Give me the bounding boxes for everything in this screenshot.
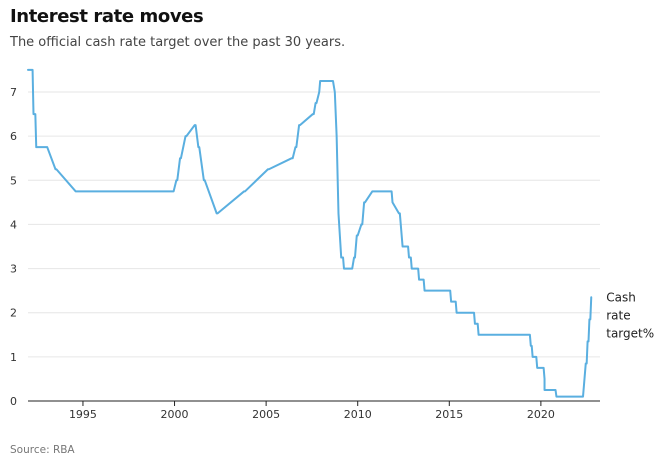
- y-tick-label: 5: [10, 174, 17, 187]
- x-tick-label: 2000: [161, 408, 189, 421]
- series-label: rate: [606, 308, 630, 322]
- x-tick-label: 2015: [435, 408, 463, 421]
- x-axis: 1995 2000 2005 2010 2015 2020: [69, 401, 555, 421]
- y-tick-label: 7: [10, 86, 17, 99]
- x-tick-label: 2010: [344, 408, 372, 421]
- grid-layer: [28, 91, 600, 358]
- series-layer: [27, 68, 593, 398]
- series-line-cash-rate: [27, 68, 593, 398]
- chart-subtitle: The official cash rate target over the p…: [10, 35, 346, 50]
- chart-title: Interest rate moves: [10, 6, 204, 27]
- y-tick-label: 0: [10, 395, 17, 408]
- series-label-layer: Cash rate target%: [606, 290, 654, 340]
- x-tick-label: 2005: [252, 408, 280, 421]
- series-label: target%: [606, 326, 654, 340]
- y-tick-label: 4: [10, 218, 17, 231]
- y-tick-label: 3: [10, 263, 17, 276]
- y-tick-label: 1: [10, 351, 17, 364]
- x-tick-label: 2020: [527, 408, 555, 421]
- x-tick-label: 1995: [69, 408, 97, 421]
- series-label: Cash: [606, 290, 636, 304]
- y-tick-label: 6: [10, 130, 17, 143]
- source-note: Source: RBA: [10, 444, 75, 456]
- y-tick-label: 2: [10, 307, 17, 320]
- y-axis: 0 1 2 3 4 5 6 7: [10, 86, 600, 408]
